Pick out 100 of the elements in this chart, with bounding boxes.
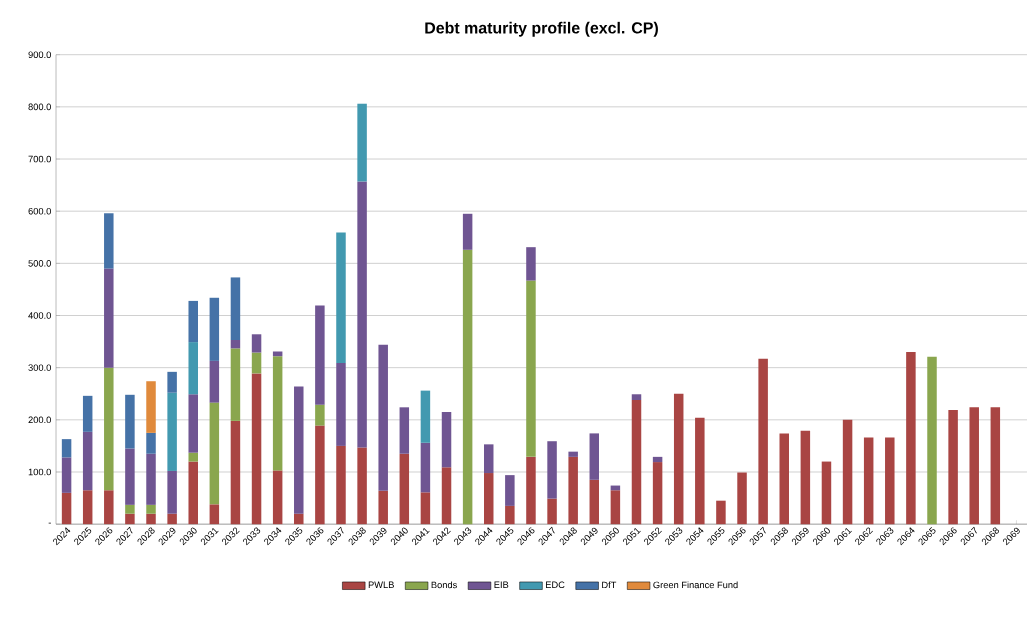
bar [420, 492, 431, 525]
bar [652, 461, 663, 525]
bar [125, 504, 135, 514]
y-tick-label: 700.0 [28, 155, 51, 163]
bar [420, 390, 431, 443]
bar [230, 348, 241, 421]
bar [272, 351, 283, 357]
bar [230, 339, 241, 349]
bar [251, 373, 262, 525]
legend-label: Green Finance Fund [653, 581, 738, 589]
bar [104, 213, 114, 269]
bar [779, 433, 789, 525]
bar [568, 451, 578, 457]
bar [526, 247, 536, 281]
bar [716, 500, 726, 525]
bar [927, 356, 937, 525]
bar [188, 300, 198, 343]
bar [420, 442, 431, 493]
y-tick-label: 100.0 [28, 468, 51, 476]
bar [589, 433, 600, 480]
bar [104, 367, 114, 491]
y-tick-label: 500.0 [28, 259, 51, 267]
bar [589, 479, 600, 525]
bar [188, 342, 198, 395]
bar [146, 381, 156, 433]
bar [294, 386, 304, 514]
bar [399, 407, 410, 454]
bar [315, 404, 325, 426]
bar [969, 407, 979, 525]
bar [61, 492, 72, 525]
bar [399, 453, 410, 525]
bar [188, 452, 198, 462]
bar [652, 456, 663, 462]
bar [906, 351, 916, 525]
bar [441, 467, 452, 525]
bar [167, 392, 177, 471]
y-tick-label: - [48, 522, 51, 524]
bar [885, 437, 895, 525]
bar [209, 402, 220, 505]
bar [336, 445, 346, 525]
bar [357, 181, 367, 448]
bar [631, 399, 642, 525]
legend-label: DfT [602, 581, 617, 589]
bar [125, 394, 135, 449]
bar [610, 490, 621, 525]
bar [568, 456, 578, 525]
bar [547, 441, 557, 499]
bar [357, 447, 367, 525]
bar [336, 362, 346, 446]
y-tick-label: 400.0 [28, 312, 51, 319]
bar [547, 498, 557, 525]
bar [526, 280, 536, 457]
bar [695, 417, 705, 525]
bar [167, 513, 177, 525]
bar [462, 249, 473, 525]
legend-label: PWLB [368, 581, 394, 588]
bar [146, 513, 156, 525]
bar [631, 394, 642, 400]
bar [842, 419, 853, 525]
bar [378, 344, 388, 491]
y-tick-label: 200.0 [28, 416, 51, 424]
bar [272, 356, 283, 471]
bar [357, 103, 367, 182]
bar [315, 425, 325, 525]
bar [294, 513, 304, 525]
y-tick-label: 800.0 [28, 103, 51, 111]
bar [230, 277, 241, 340]
bar [209, 360, 220, 403]
bar [146, 453, 156, 505]
bar [146, 432, 156, 454]
y-tick-label: 600.0 [28, 207, 51, 215]
bar [737, 472, 747, 525]
bar [167, 470, 177, 514]
bar [800, 430, 811, 525]
bar [82, 395, 93, 432]
bar [209, 504, 220, 525]
bar [863, 437, 874, 525]
bar [230, 420, 241, 525]
bar [272, 470, 283, 525]
bar [188, 461, 198, 525]
chart-title: Debt maturity profile (excl. CP) [425, 21, 658, 37]
legend-label: EIB [494, 581, 509, 588]
bar [441, 411, 452, 468]
bar [82, 490, 93, 525]
bar [82, 431, 93, 491]
bar [990, 407, 1001, 525]
bar [336, 232, 346, 363]
bar [188, 394, 198, 453]
bar [61, 457, 72, 493]
bar [526, 456, 536, 525]
bar [125, 448, 135, 505]
bar [251, 334, 262, 353]
bar [315, 305, 325, 405]
bar [821, 461, 832, 525]
bar [146, 504, 156, 514]
bar [251, 352, 262, 374]
bar [104, 490, 114, 525]
bar [167, 371, 177, 393]
bar [378, 490, 388, 525]
bar [948, 409, 958, 525]
